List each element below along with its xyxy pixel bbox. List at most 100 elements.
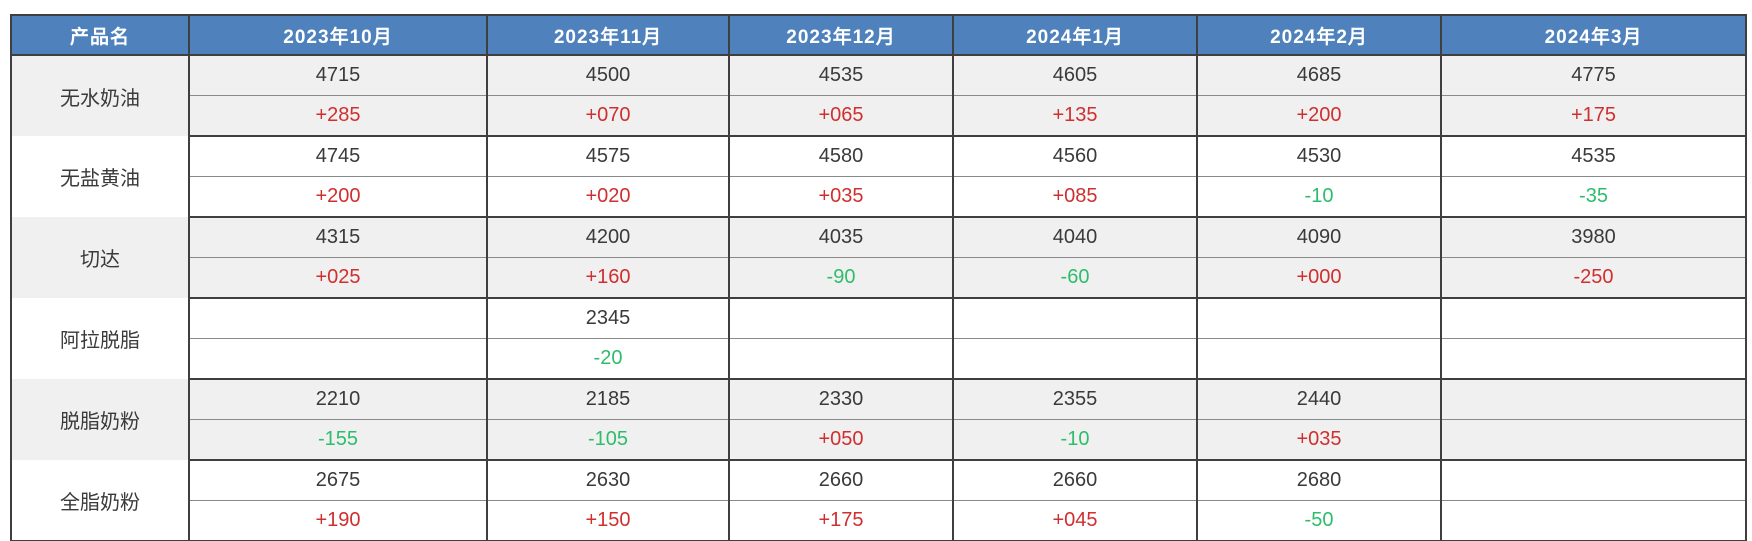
change-cell: -20	[486, 338, 730, 380]
price-cell: 4560	[952, 136, 1198, 177]
change-cell: -50	[1196, 500, 1442, 541]
price-cell: 4500	[486, 55, 730, 96]
change-row: +285 +070 +065 +135 +200 +175	[11, 95, 1747, 137]
header-row: 产品名 2023年10月 2023年11月 2023年12月 2024年1月 2024年2…	[10, 14, 1747, 56]
change-cell: -60	[952, 257, 1198, 299]
change-cell: +285	[188, 95, 488, 137]
change-cell: +025	[188, 257, 488, 299]
product-name-cell: 脱脂奶粉	[10, 379, 190, 460]
price-row: 无水奶油 4715 4500 4535 4605 4685 4775	[10, 55, 1747, 136]
price-cell	[1440, 298, 1747, 339]
change-cell: +175	[1440, 95, 1747, 137]
change-row: +025 +160 -90 -60 +000 -250	[11, 257, 1747, 299]
price-cell: 4580	[728, 136, 954, 177]
month-column-header: 2023年12月	[728, 14, 954, 56]
change-cell: +150	[486, 500, 730, 541]
price-cell: 4315	[188, 217, 488, 258]
product-name-cell: 无盐黄油	[10, 136, 190, 217]
change-cell: -10	[952, 419, 1198, 461]
change-cell: +135	[952, 95, 1198, 137]
price-cell	[188, 298, 488, 339]
price-cell: 2210	[188, 379, 488, 420]
change-row: +200 +020 +035 +085 -10 -35	[11, 176, 1747, 218]
change-cell: +200	[1196, 95, 1442, 137]
change-cell: +020	[486, 176, 730, 218]
price-table: 产品名 2023年10月 2023年11月 2023年12月 2024年1月 2024年2…	[10, 14, 1747, 541]
price-cell: 2675	[188, 460, 488, 501]
table-body: 无水奶油 4715 4500 4535 4605 4685 4775 +285 +070 +065…	[10, 55, 1747, 541]
month-column-header: 2024年3月	[1440, 14, 1747, 56]
change-row: +190 +150 +175 +045 -50	[11, 500, 1747, 541]
price-row: 全脂奶粉 2675 2630 2660 2660 2680	[10, 460, 1747, 541]
month-column-header: 2023年10月	[188, 14, 488, 56]
price-cell: 4535	[1440, 136, 1747, 177]
price-cell: 2345	[486, 298, 730, 339]
product-name-cell: 无水奶油	[10, 55, 190, 136]
change-cell: +035	[1196, 419, 1442, 461]
price-cell: 4605	[952, 55, 1198, 96]
change-cell: +065	[728, 95, 954, 137]
change-cell: +070	[486, 95, 730, 137]
change-cell: +175	[728, 500, 954, 541]
price-cell: 4035	[728, 217, 954, 258]
price-cell: 3980	[1440, 217, 1747, 258]
change-cell: +035	[728, 176, 954, 218]
price-cell: 4040	[952, 217, 1198, 258]
change-cell: -155	[188, 419, 488, 461]
price-row: 阿拉脱脂 2345	[10, 298, 1747, 379]
price-cell: 2440	[1196, 379, 1442, 420]
change-cell: -90	[728, 257, 954, 299]
product-name-cell: 阿拉脱脂	[10, 298, 190, 379]
price-cell: 2330	[728, 379, 954, 420]
price-cell: 4745	[188, 136, 488, 177]
month-column-header: 2023年11月	[486, 14, 730, 56]
change-cell: +200	[188, 176, 488, 218]
price-cell	[952, 298, 1198, 339]
price-cell: 4775	[1440, 55, 1747, 96]
price-cell: 2185	[486, 379, 730, 420]
price-cell: 4200	[486, 217, 730, 258]
change-cell: +190	[188, 500, 488, 541]
change-cell: +085	[952, 176, 1198, 218]
change-cell: +045	[952, 500, 1198, 541]
change-cell: -105	[486, 419, 730, 461]
price-row: 脱脂奶粉 2210 2185 2330 2355 2440	[10, 379, 1747, 460]
change-cell	[1440, 500, 1747, 541]
price-cell: 4685	[1196, 55, 1442, 96]
price-cell: 4575	[486, 136, 730, 177]
change-cell	[728, 338, 954, 380]
change-cell	[1440, 419, 1747, 461]
change-cell	[188, 338, 488, 380]
change-cell: +050	[728, 419, 954, 461]
price-cell: 4090	[1196, 217, 1442, 258]
price-cell	[1440, 379, 1747, 420]
change-cell: -35	[1440, 176, 1747, 218]
product-name-cell: 切达	[10, 217, 190, 298]
price-cell: 2355	[952, 379, 1198, 420]
month-column-header: 2024年1月	[952, 14, 1198, 56]
price-cell: 2680	[1196, 460, 1442, 501]
price-cell: 4715	[188, 55, 488, 96]
price-cell: 2660	[952, 460, 1198, 501]
month-column-header: 2024年2月	[1196, 14, 1442, 56]
change-row: -155 -105 +050 -10 +035	[11, 419, 1747, 461]
price-cell	[1196, 298, 1442, 339]
change-row: -20	[11, 338, 1747, 380]
change-cell	[1196, 338, 1442, 380]
product-name-cell: 全脂奶粉	[10, 460, 190, 541]
price-cell	[728, 298, 954, 339]
price-cell: 2630	[486, 460, 730, 501]
change-cell: -10	[1196, 176, 1442, 218]
change-cell: +000	[1196, 257, 1442, 299]
change-cell	[952, 338, 1198, 380]
product-column-header: 产品名	[10, 14, 190, 56]
change-cell: -250	[1440, 257, 1747, 299]
price-cell	[1440, 460, 1747, 501]
price-cell: 4535	[728, 55, 954, 96]
price-row: 切达 4315 4200 4035 4040 4090 3980	[10, 217, 1747, 298]
price-cell: 2660	[728, 460, 954, 501]
change-cell	[1440, 338, 1747, 380]
price-cell: 4530	[1196, 136, 1442, 177]
change-cell: +160	[486, 257, 730, 299]
